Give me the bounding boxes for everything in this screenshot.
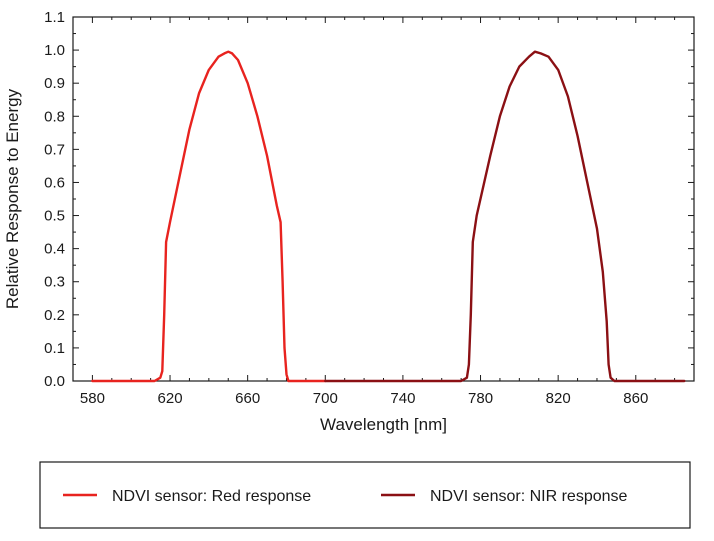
- y-tick-label: 0.1: [44, 340, 65, 357]
- series-line-red: [91, 50, 327, 383]
- x-tick-label: 620: [158, 390, 183, 407]
- y-tick-label: 0.2: [44, 307, 65, 324]
- legend-frame: [39, 461, 691, 529]
- legend: NDVI sensor: Red response NDVI sensor: NI…: [39, 461, 691, 529]
- x-tick-label: 820: [546, 390, 571, 407]
- y-tick-label: 0.6: [44, 174, 65, 191]
- y-tick-label: 0.9: [44, 75, 65, 92]
- y-tick-label: 0.4: [44, 241, 65, 258]
- legend-label-nir: NDVI sensor: NIR response: [430, 488, 628, 505]
- x-tick-label: 780: [468, 390, 493, 407]
- y-tick-label: 1.0: [44, 42, 65, 59]
- y-tick-label: 1.1: [44, 9, 65, 26]
- y-axis-ticks: 0.0 0.1 0.2 0.3 0.4 0.5 0.6 0.7 0.8 0.9 1.0 1.1: [44, 9, 694, 390]
- x-tick-label: 700: [313, 390, 338, 407]
- x-tick-label: 660: [235, 390, 260, 407]
- x-tick-label: 860: [623, 390, 648, 407]
- plot-frame: [72, 16, 695, 382]
- x-axis-label: Wavelength [nm]: [320, 415, 447, 434]
- x-tick-label: 740: [390, 390, 415, 407]
- plot-area: [72, 16, 695, 382]
- legend-label-red: NDVI sensor: Red response: [112, 488, 311, 505]
- y-axis-label: Relative Response to Energy: [3, 88, 22, 309]
- x-axis-ticks: 580 620 660 700 740 780 820 860: [72, 17, 695, 407]
- series-lines: [91, 50, 686, 383]
- y-tick-label: 0.5: [44, 208, 65, 225]
- y-tick-label: 0.8: [44, 108, 65, 125]
- y-tick-label: 0.3: [44, 274, 65, 291]
- y-tick-label: 0.7: [44, 141, 65, 158]
- y-tick-label: 0.0: [44, 373, 65, 390]
- series-line-nir: [324, 50, 686, 383]
- x-tick-label: 580: [80, 390, 105, 407]
